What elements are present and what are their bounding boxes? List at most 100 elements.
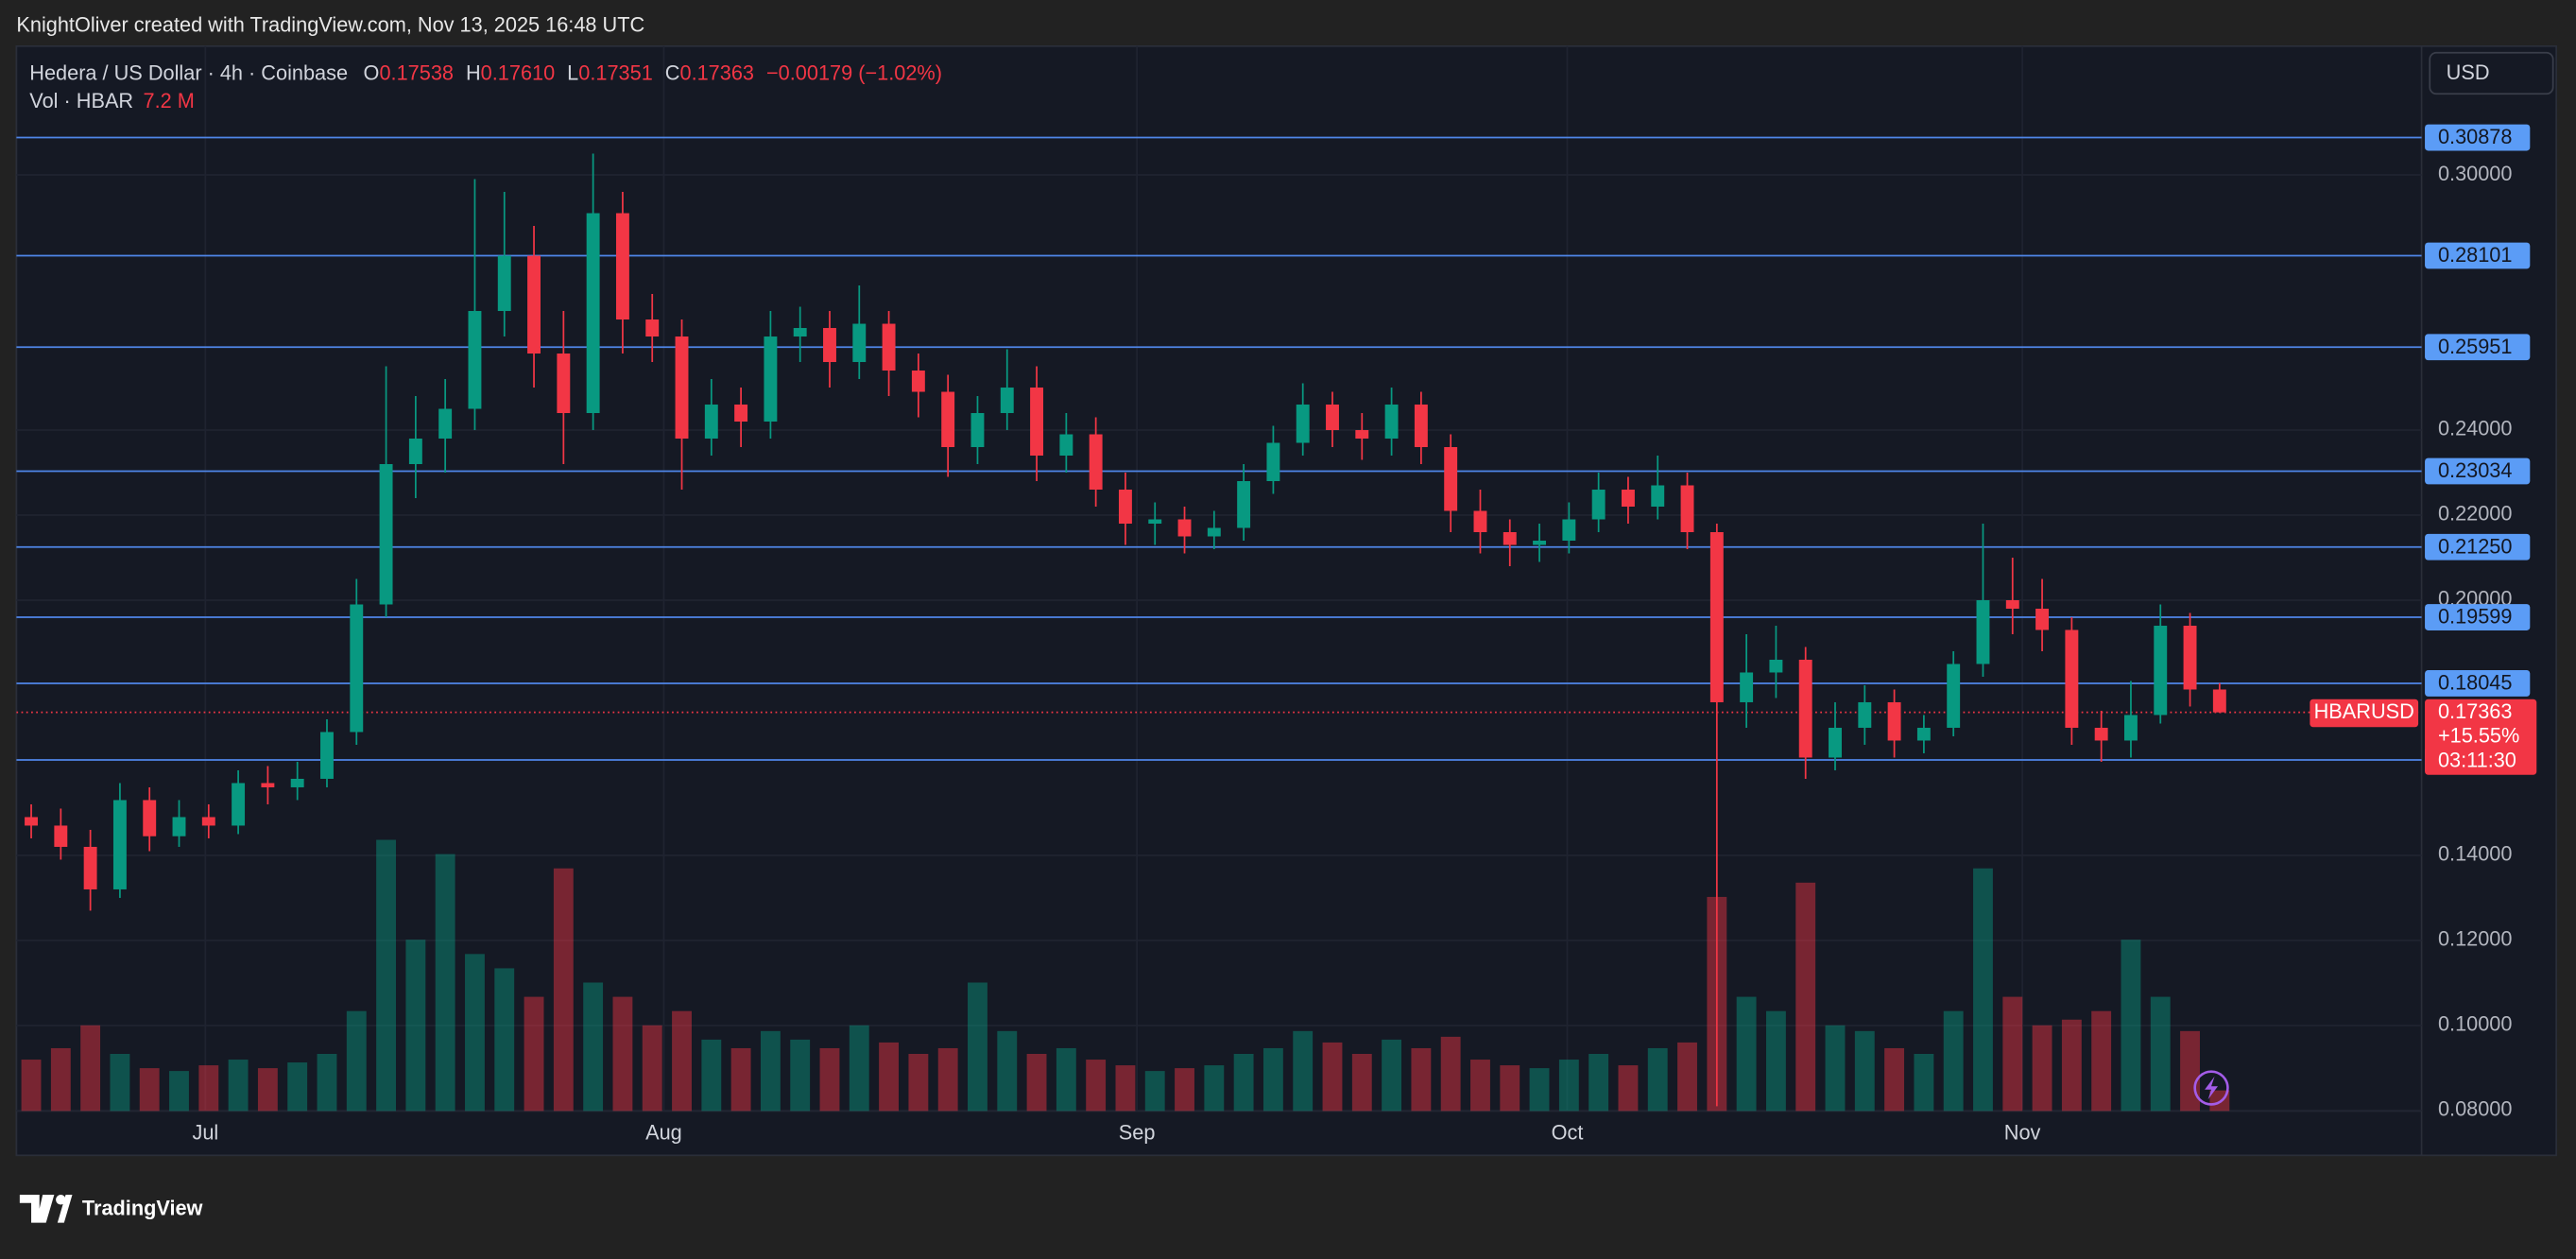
ohlc-key: L <box>567 60 578 84</box>
level-label-box <box>2425 457 2531 485</box>
y-tick-label: 0.12000 <box>2438 927 2513 951</box>
level-label: 0.25951 <box>2438 335 2513 358</box>
candle-body <box>1709 531 1724 702</box>
candle-body <box>2123 715 2138 741</box>
candle-body <box>2065 630 2079 728</box>
ohlc-key: O <box>364 60 380 84</box>
volume-bar <box>287 1062 308 1112</box>
volume-bar <box>1204 1065 1225 1112</box>
candle-body <box>143 800 157 836</box>
level-label-box <box>2425 670 2531 697</box>
candle-body <box>201 817 215 826</box>
volume-bar <box>937 1047 958 1112</box>
ohlc-value: 0.17363 <box>679 60 754 84</box>
volume-legend: Vol · HBAR 7.2 M <box>29 89 195 112</box>
level-label: 0.28101 <box>2438 243 2513 267</box>
candle-body <box>911 371 925 392</box>
volume-bar <box>997 1030 1018 1112</box>
currency-button[interactable] <box>2429 51 2554 95</box>
volume-last: 7.2 M <box>144 89 195 112</box>
currency[interactable]: USD <box>2447 60 2490 84</box>
alert-icon[interactable] <box>2193 1070 2229 1106</box>
candle-body <box>1651 485 1665 508</box>
volume-bar <box>612 996 633 1112</box>
volume-bar <box>1765 1010 1786 1112</box>
candle-body <box>1680 485 1694 532</box>
candle-body <box>172 817 186 836</box>
volume-bar <box>494 968 515 1112</box>
volume-bar <box>198 1065 219 1112</box>
x-tick-label: Jul <box>192 1120 218 1144</box>
candle-body <box>1769 659 1783 673</box>
candle-body <box>1798 659 1812 758</box>
volume-bars <box>21 839 2230 1112</box>
volume-bar <box>1086 1060 1107 1112</box>
candle-body <box>764 336 778 423</box>
x-tick-label: Sep <box>1119 1120 1156 1144</box>
candle-body <box>1444 447 1458 511</box>
candle-body <box>1976 599 1990 664</box>
x-tick-label: Aug <box>645 1120 682 1144</box>
level-label-box <box>2425 242 2531 269</box>
volume-bar <box>1470 1060 1490 1112</box>
candle-body <box>527 255 541 354</box>
candle-body <box>823 328 836 363</box>
candle-body <box>2212 689 2226 713</box>
countdown: 03:11:30 <box>2438 749 2516 772</box>
symbol-label: HBARUSD <box>2314 699 2414 723</box>
volume-bar <box>139 1068 160 1112</box>
volume-bar <box>1736 996 1757 1112</box>
volume-bar <box>1233 1053 1254 1112</box>
candle-body <box>557 354 571 414</box>
volume-bar <box>80 1025 101 1112</box>
logo-icon <box>57 1195 73 1223</box>
last-change: +15.55% <box>2438 723 2519 747</box>
lightning <box>2205 1076 2219 1100</box>
attribution: KnightOliver created with TradingView.co… <box>16 13 644 37</box>
volume-bar <box>1382 1039 1402 1112</box>
candle-body <box>941 391 955 448</box>
candle-body <box>2154 625 2168 716</box>
candle-body <box>1326 405 1339 431</box>
volume-bar <box>908 1053 929 1112</box>
y-tick-label: 0.24000 <box>2438 417 2513 440</box>
candle-body <box>379 464 393 605</box>
volume-bar <box>701 1039 722 1112</box>
volume-bar <box>1884 1047 1905 1112</box>
volume-bar <box>1618 1065 1639 1112</box>
ohlc-value: 0.17610 <box>481 60 556 84</box>
candle-body <box>1030 388 1044 457</box>
x-tick-label: Oct <box>1552 1120 1584 1144</box>
candle-body <box>1947 664 1961 728</box>
volume-name: Vol · HBAR <box>29 89 133 112</box>
logo: TradingView <box>19 1195 203 1223</box>
candle-body <box>320 732 334 779</box>
volume-bar <box>228 1060 249 1112</box>
y-tick-label: 0.22000 <box>2438 502 2513 526</box>
volume-bar <box>730 1047 751 1112</box>
volume-bar <box>1175 1068 1194 1112</box>
change: −0.00179 (−1.02%) <box>766 60 942 84</box>
candle-body <box>2035 608 2050 630</box>
level-label-box <box>2425 533 2531 561</box>
volume-bar <box>524 996 544 1112</box>
volume-bar <box>642 1025 662 1112</box>
volume-bar <box>1558 1060 1579 1112</box>
volume-bar <box>2150 996 2171 1112</box>
volume-bar <box>435 854 455 1112</box>
candle-body <box>704 405 718 440</box>
candle-body <box>2183 625 2197 690</box>
candle-body <box>1858 701 1872 728</box>
ohlc-key: H <box>466 60 481 84</box>
volume-bar <box>1529 1068 1550 1112</box>
level-label: 0.30878 <box>2438 125 2513 148</box>
volume-bar <box>1144 1071 1165 1112</box>
candle-body <box>1118 490 1132 525</box>
ohlc-value: 0.17538 <box>379 60 454 84</box>
candle-body <box>793 328 807 337</box>
symbol-box <box>2310 698 2419 728</box>
level-label-box <box>2425 334 2531 361</box>
candle-body <box>1059 434 1073 457</box>
